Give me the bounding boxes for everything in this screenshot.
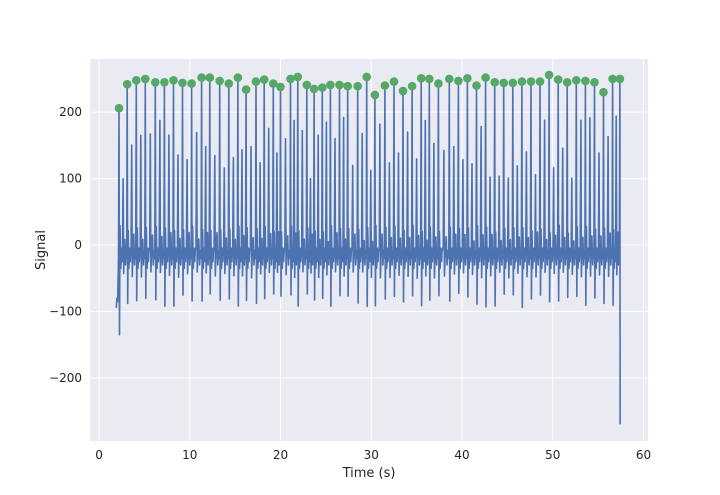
x-tick-label: 30 bbox=[364, 448, 379, 462]
x-tick-label: 10 bbox=[182, 448, 197, 462]
peak-marker bbox=[370, 90, 380, 100]
peak-markers bbox=[114, 70, 625, 113]
peak-marker bbox=[599, 87, 608, 97]
peak-marker bbox=[389, 77, 399, 86]
peak-marker bbox=[343, 81, 353, 91]
peak-marker bbox=[151, 78, 160, 87]
peak-marker bbox=[241, 85, 251, 94]
peak-marker bbox=[178, 78, 187, 88]
peak-marker bbox=[141, 74, 150, 84]
peak-marker bbox=[269, 79, 278, 88]
peak-marker bbox=[160, 78, 169, 87]
peak-marker bbox=[114, 103, 124, 113]
peak-marker bbox=[416, 74, 426, 83]
peak-marker bbox=[353, 81, 363, 91]
peak-marker bbox=[251, 77, 261, 86]
x-tick-label: 60 bbox=[636, 448, 651, 462]
peak-marker bbox=[562, 78, 572, 87]
peak-marker bbox=[572, 76, 581, 85]
peak-marker bbox=[293, 72, 303, 82]
peak-marker bbox=[276, 82, 285, 92]
peak-marker bbox=[608, 74, 617, 84]
peak-marker bbox=[526, 77, 536, 86]
peak-marker bbox=[454, 76, 463, 86]
peak-marker bbox=[499, 78, 509, 88]
x-tick-label: 20 bbox=[273, 448, 288, 462]
y-tick-label: −200 bbox=[49, 371, 82, 385]
peak-marker bbox=[508, 78, 518, 88]
peak-marker bbox=[434, 79, 443, 88]
peak-marker bbox=[335, 80, 344, 90]
peak-marker bbox=[553, 75, 563, 84]
peak-marker bbox=[309, 84, 319, 94]
peak-marker bbox=[615, 74, 625, 84]
y-tick-label: −100 bbox=[49, 304, 82, 318]
y-axis-label: Signal bbox=[34, 230, 49, 270]
y-tick-label: 200 bbox=[59, 105, 82, 119]
peak-marker bbox=[169, 76, 178, 85]
peak-marker bbox=[187, 79, 196, 88]
peak-marker bbox=[425, 74, 434, 84]
signal-line bbox=[115, 74, 621, 425]
peak-marker bbox=[302, 80, 312, 90]
peak-marker bbox=[215, 76, 224, 86]
x-tick-label: 0 bbox=[95, 448, 103, 462]
peak-marker bbox=[197, 73, 206, 82]
peak-marker bbox=[132, 76, 141, 85]
peak-marker bbox=[544, 70, 554, 80]
peak-marker bbox=[205, 73, 215, 82]
peak-marker bbox=[407, 81, 417, 91]
x-axis-label: Time (s) bbox=[342, 466, 396, 481]
peak-marker bbox=[286, 74, 295, 84]
peak-marker bbox=[362, 72, 372, 82]
tick-labels: 0 10 20 30 40 50 60 −200 −100 0 100 200 bbox=[49, 105, 651, 462]
peak-marker bbox=[259, 75, 269, 84]
x-tick-label: 40 bbox=[454, 448, 469, 462]
peak-marker bbox=[581, 76, 590, 86]
peak-marker bbox=[445, 74, 454, 84]
peak-marker bbox=[380, 81, 390, 90]
peak-marker bbox=[472, 81, 481, 90]
peak-marker bbox=[481, 73, 490, 82]
peak-marker bbox=[224, 79, 234, 88]
peak-marker bbox=[318, 83, 327, 92]
y-tick-label: 0 bbox=[74, 238, 82, 252]
y-tick-label: 100 bbox=[59, 172, 82, 186]
signal-series bbox=[115, 74, 621, 425]
peak-marker bbox=[490, 78, 500, 87]
peak-marker bbox=[398, 86, 408, 96]
peak-marker bbox=[517, 77, 527, 86]
x-tick-label: 50 bbox=[545, 448, 560, 462]
peak-marker bbox=[535, 77, 545, 86]
peak-marker bbox=[590, 78, 599, 87]
peak-marker bbox=[233, 73, 243, 82]
peak-marker bbox=[122, 79, 132, 89]
peak-marker bbox=[326, 80, 335, 90]
peak-marker bbox=[463, 74, 472, 83]
